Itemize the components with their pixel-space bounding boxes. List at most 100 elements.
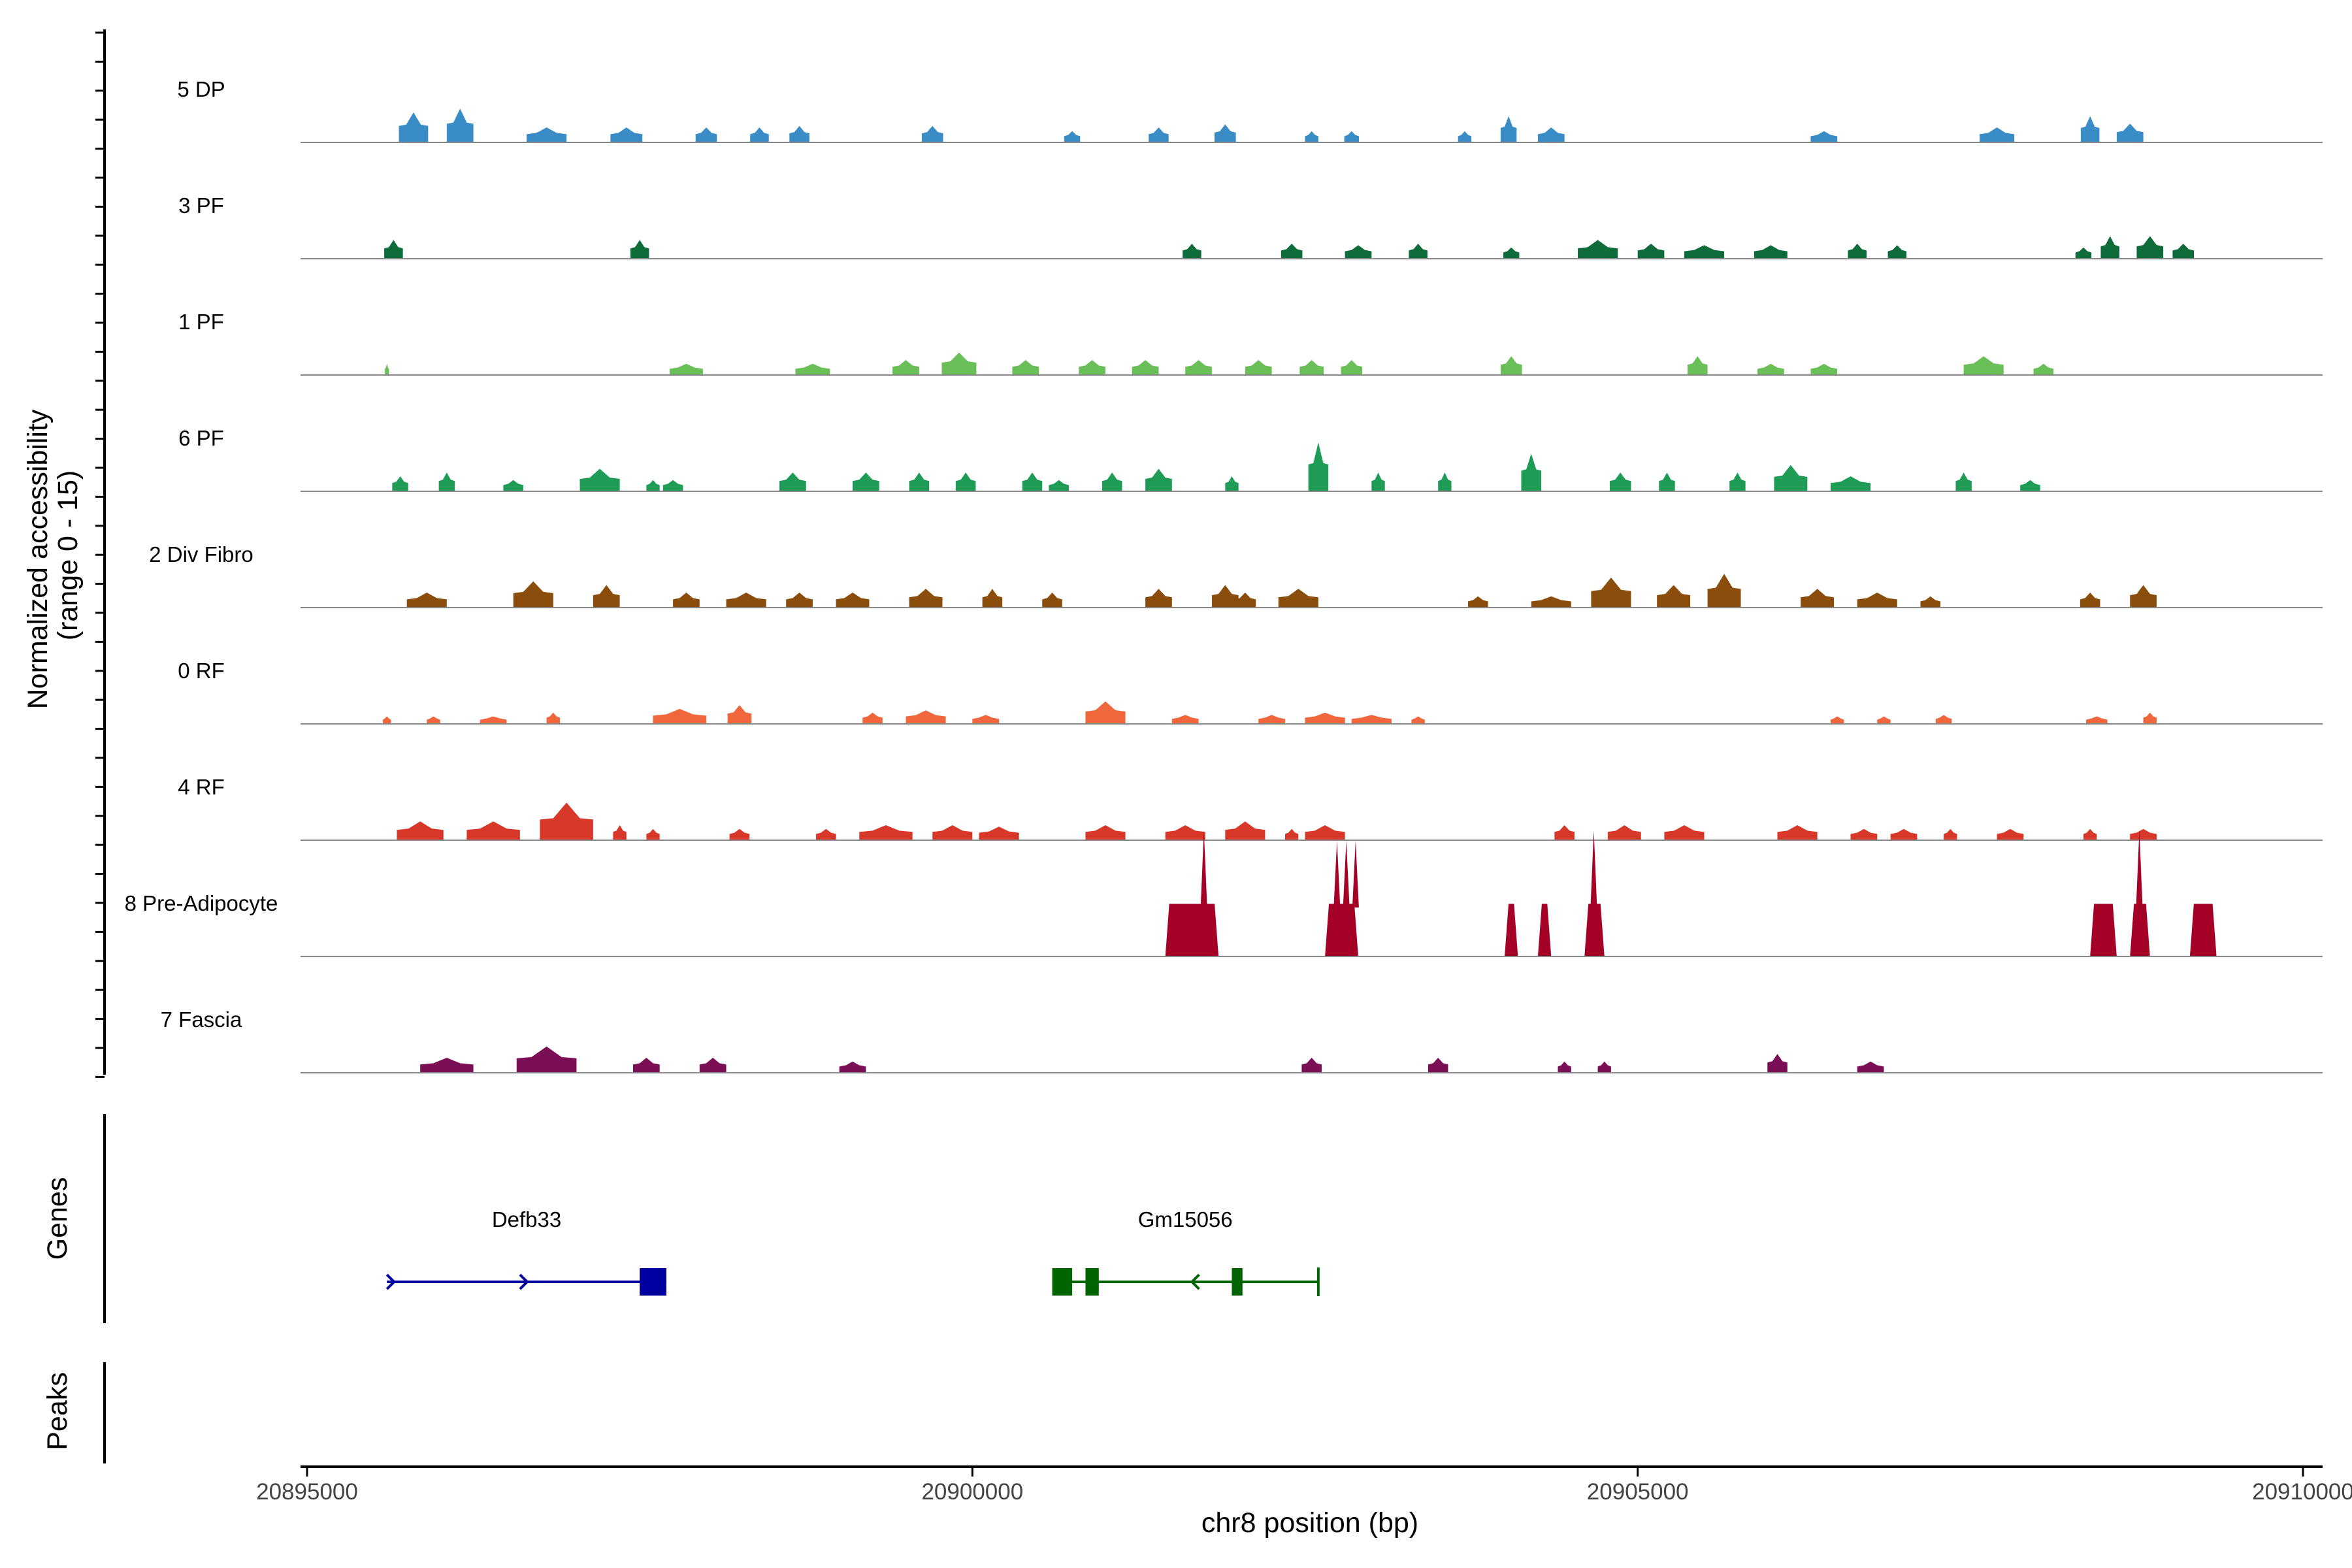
coverage-peak (1165, 825, 1205, 840)
coverage-peak (1848, 244, 1867, 259)
coverage-peak (1308, 442, 1329, 491)
coverage-peak (399, 112, 429, 142)
coverage-peak (1305, 712, 1345, 724)
coverage-peak (1438, 472, 1452, 491)
coverage-spike (1352, 840, 1359, 907)
coverage-peak (662, 480, 683, 491)
coverage-peak (2033, 363, 2054, 375)
track-5-dp: 5 DP (177, 77, 2323, 143)
coverage-peak (789, 125, 809, 142)
coverage-peak (546, 712, 560, 724)
coverage-peak (1777, 825, 1818, 840)
coverage-peak (1171, 715, 1199, 724)
coverage-peak (1258, 715, 1285, 724)
coverage-peak (1688, 356, 1708, 375)
coverage-peak (932, 825, 973, 840)
coverage-peak (527, 127, 567, 142)
coverage-spike (1200, 830, 1207, 907)
coverage-spike (2136, 830, 2143, 907)
coverage-peak (1980, 127, 2015, 142)
coverage-peak (955, 472, 976, 491)
coverage-peak (673, 593, 700, 608)
coverage-peak (699, 1058, 727, 1073)
coverage-peak (1467, 596, 1488, 608)
y-axis-label-line2: (range 0 - 15) (52, 470, 84, 641)
coverage-peak (1299, 360, 1324, 375)
coverage-peak (1850, 828, 1878, 840)
coverage-peak (1887, 245, 1907, 259)
axes: Normalized accessibility (range 0 - 15) … (22, 402, 1418, 1539)
coverage-peak (1371, 472, 1385, 491)
coverage-peak (892, 360, 919, 375)
coverage-peak (695, 127, 717, 142)
coverage-peak (1409, 244, 1428, 259)
gene-exon (1052, 1268, 1073, 1296)
coverage-peak (1754, 245, 1788, 259)
coverage-peak (1301, 1058, 1322, 1073)
gene-gm15056: Gm15056 (1052, 1207, 1320, 1296)
track-8-pre-adipocyte: 8 Pre-Adipocyte (125, 830, 2323, 957)
coverage-peak (786, 593, 813, 608)
coverage-peak (1022, 472, 1043, 491)
coverage-peak (653, 709, 706, 724)
coverage-peak (1085, 701, 1126, 724)
coverage-peak (853, 472, 879, 491)
coverage-peak (1341, 360, 1363, 375)
coverage-peak (1531, 596, 1571, 608)
coverage-peak (446, 108, 474, 142)
coverage-peak (632, 1058, 660, 1073)
coverage-peak (1877, 716, 1891, 724)
coverage-peak (1707, 574, 1741, 608)
coverage-peak (516, 1046, 577, 1073)
coverage-peak (610, 127, 643, 142)
coverage-peak (1215, 124, 1236, 142)
coverage-peak (1225, 821, 1266, 840)
coverage-peak (1458, 131, 1472, 142)
coverage-peak (795, 363, 830, 375)
coverage-peak (941, 352, 977, 375)
coverage-peak (397, 821, 444, 840)
coverage-peak (613, 825, 627, 840)
coverage-peak (540, 802, 593, 840)
gene-label: Defb33 (492, 1207, 561, 1232)
coverage-peak (2136, 236, 2164, 259)
track-3-pf: 3 PF (178, 193, 2323, 259)
coverage-peak (1659, 472, 1675, 491)
coverage-peak (750, 127, 769, 142)
coverage-peak (2100, 236, 2119, 259)
y-axis-label-line1: Normalized accessibility (22, 409, 54, 709)
track-label: 7 Fascia (161, 1007, 242, 1032)
coverage-peak (1225, 476, 1239, 491)
x-tick-label: 20910000 (2252, 1479, 2352, 1505)
peaks-panel-label: Peaks (42, 1372, 73, 1450)
gene-strand-arrow (1190, 1273, 1200, 1290)
gene-exon (1232, 1268, 1243, 1296)
coverage-peak (1351, 715, 1392, 724)
track-4-rf: 4 RF (178, 775, 2323, 841)
coverage-spike (1333, 840, 1341, 907)
coverage-peak (1684, 245, 1725, 259)
coverage-peak (466, 821, 520, 840)
y-axis-label: Normalized accessibility (range 0 - 15) (22, 402, 84, 710)
coverage-peak (1132, 360, 1159, 375)
track-0-rf: 0 RF (178, 659, 2323, 725)
coverage-peak (480, 716, 507, 724)
coverage-peak (909, 472, 930, 491)
coverage-peak (816, 828, 836, 840)
coverage-peak (1145, 589, 1172, 608)
coverage-peak (1554, 825, 1575, 840)
track-label: 4 RF (178, 775, 225, 799)
coverage-peak (1597, 1061, 1611, 1073)
coverage-block (1325, 904, 1358, 956)
coverage-peak (1521, 453, 1542, 491)
coverage-peak (1963, 356, 2004, 375)
coverage-peak (1185, 360, 1212, 375)
coverage-peak (1810, 131, 1838, 142)
coverage-tracks: 5 DP 3 PF 1 PF 6 PF 2 Div Fibro 0 RF 4 RF 8 Pre… (95, 29, 2323, 1078)
coverage-peak (1503, 247, 1520, 259)
coverage-peak (2080, 116, 2100, 142)
x-tick-label: 20895000 (256, 1479, 358, 1505)
coverage-peak (1281, 244, 1303, 259)
coverage-peak (406, 593, 447, 608)
gene-strand-arrow (519, 1273, 529, 1290)
